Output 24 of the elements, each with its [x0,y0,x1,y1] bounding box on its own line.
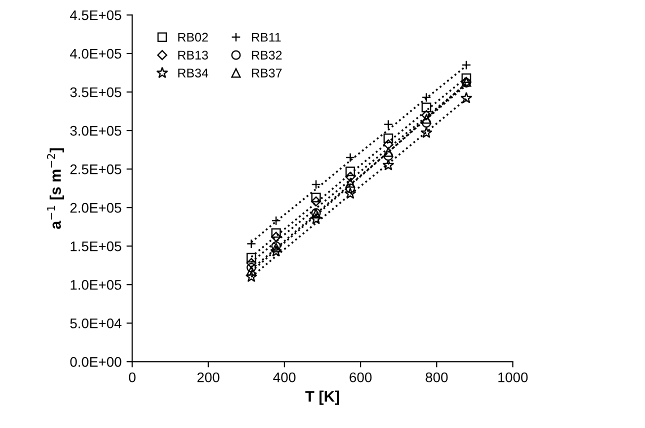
y-tick-label: 5.0E+04 [70,318,122,328]
y-tick-label: 2.5E+05 [70,164,122,174]
y-tick-label: 4.5E+05 [70,10,122,20]
legend-label: RB13 [178,50,208,60]
y-tick-label: 0.0E+00 [70,356,122,367]
x-tick-label: 400 [273,372,296,382]
legend-label: RB34 [178,68,208,78]
y-tick-label: 4.0E+05 [70,48,122,59]
legend-label: RB11 [252,32,281,42]
x-tick-label: 0 [128,372,136,382]
y-tick-label: 1.0E+05 [70,280,122,290]
y-tick-label: 3.0E+05 [70,126,122,136]
y-tick-label: 1.5E+05 [70,241,122,252]
legend-label: RB32 [252,50,282,60]
x-axis-title: T [K] [305,390,340,405]
legend-label: RB37 [252,68,282,78]
y-tick-label: 2.0E+05 [70,202,122,213]
x-tick-label: 800 [426,372,448,382]
legend-label: RB02 [178,32,208,42]
y-tick-label: 3.5E+05 [70,87,122,98]
x-tick-label: 600 [350,372,372,382]
x-tick-label: 1000 [498,372,528,382]
x-tick-label: 200 [197,372,220,382]
y-axis-title: a$^{−1}$ [s m$^{−2}$] [47,148,64,229]
